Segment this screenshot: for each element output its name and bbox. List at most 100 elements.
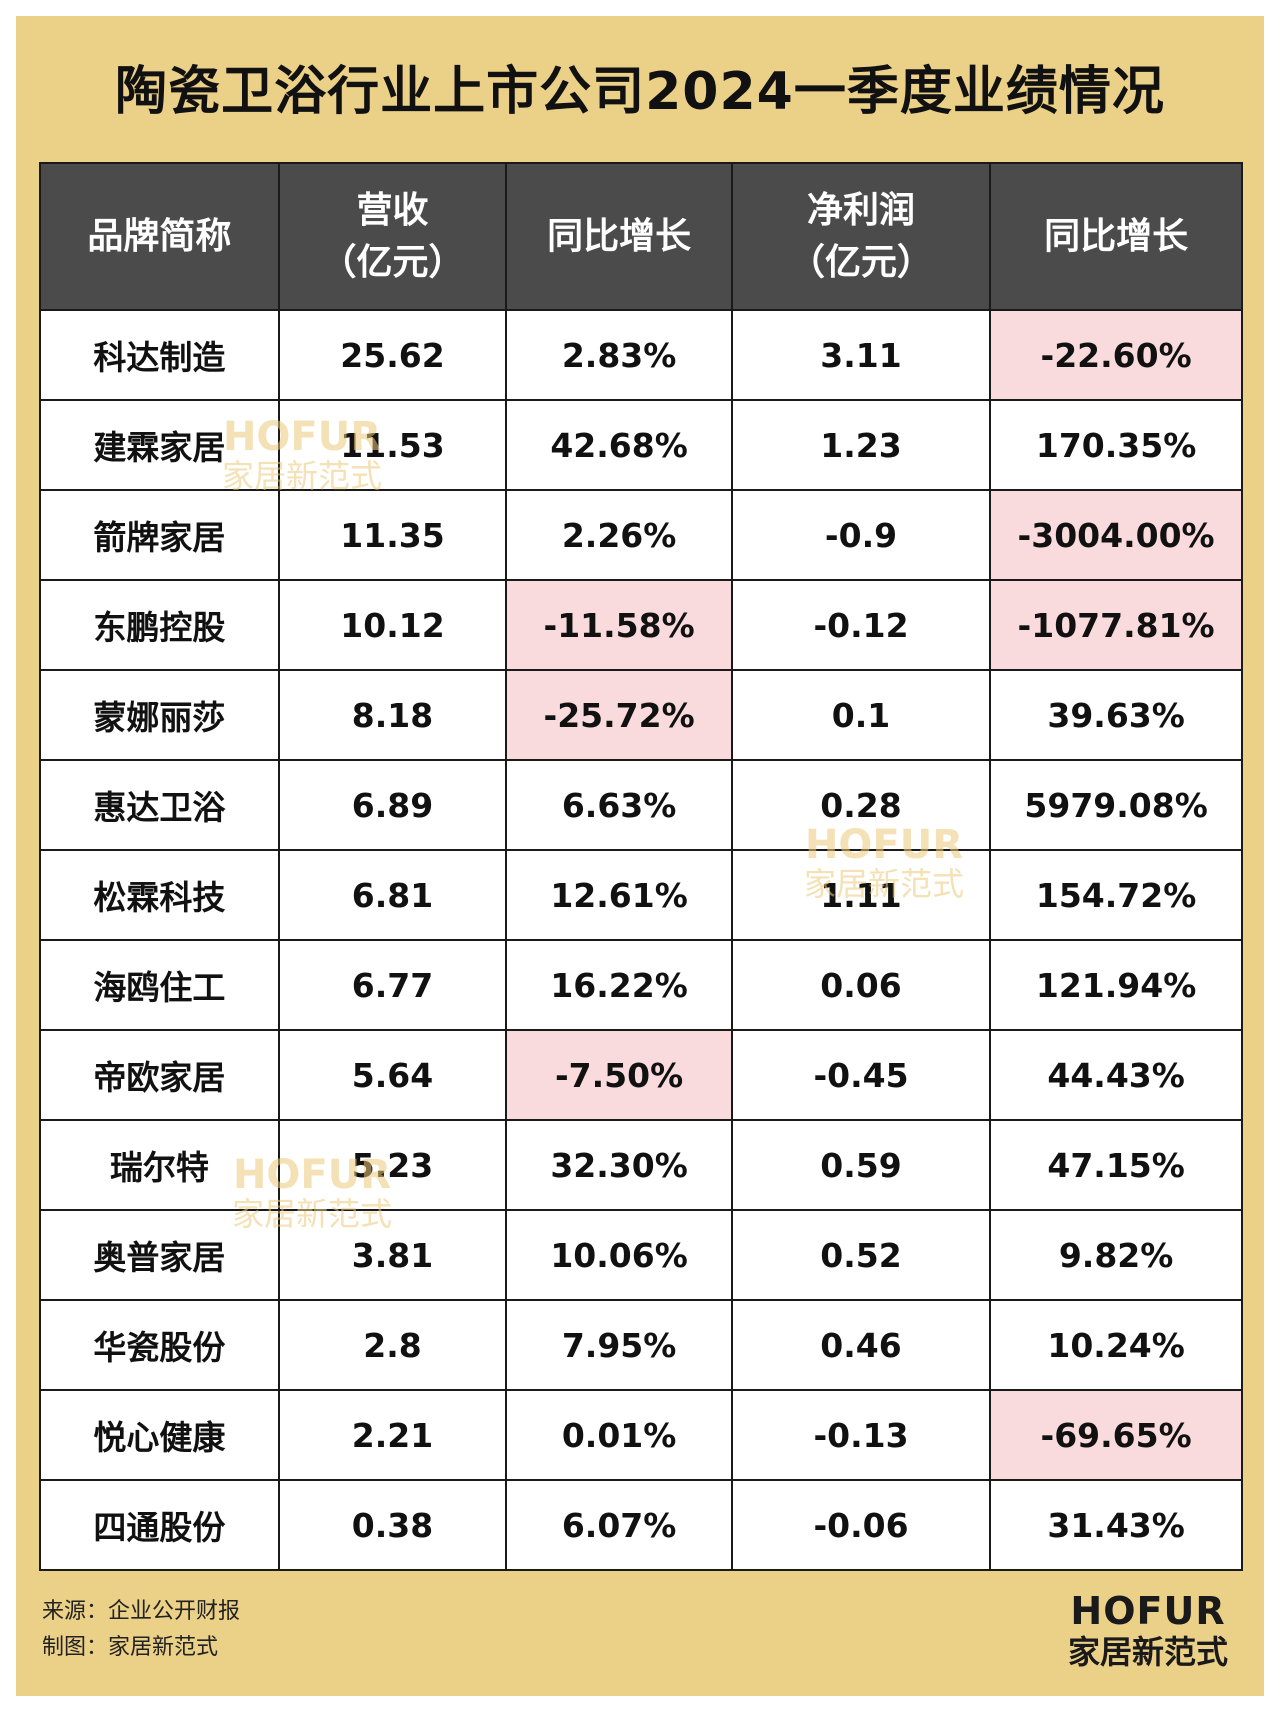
cell-net_profit: 0.06	[730, 939, 992, 1031]
cell-net_profit: 1.11	[730, 849, 992, 941]
cell-revenue_yoy: 12.61%	[505, 849, 733, 941]
cell-profit_yoy: 170.35%	[989, 399, 1243, 491]
column-header-net_profit: 净利润 （亿元）	[730, 162, 992, 311]
cell-net_profit: 0.52	[730, 1209, 992, 1301]
cell-net_profit: -0.45	[730, 1029, 992, 1121]
cell-profit_yoy: -3004.00%	[989, 489, 1243, 581]
cell-net_profit: 1.23	[730, 399, 992, 491]
cell-profit_yoy: 31.43%	[989, 1479, 1243, 1571]
cell-revenue_yoy: -11.58%	[505, 579, 733, 671]
table-body: 科达制造 25.62 2.83% 3.11 -22.60% 建霖家居 11.53 42.68%…	[39, 309, 1243, 1571]
cell-profit_yoy: 5979.08%	[989, 759, 1243, 851]
cell-revenue: 11.53	[277, 399, 508, 491]
cell-profit_yoy: 47.15%	[989, 1119, 1243, 1211]
cell-revenue_yoy: 6.07%	[505, 1479, 733, 1571]
table-row: 华瓷股份 2.8 7.95% 0.46 10.24%	[39, 1299, 1243, 1391]
cell-net_profit: -0.12	[730, 579, 992, 671]
cell-revenue: 2.8	[277, 1299, 508, 1391]
cell-net_profit: -0.9	[730, 489, 992, 581]
column-header-line: （亿元）	[320, 241, 465, 283]
maker-note: 制图：家居新范式	[42, 1635, 219, 1660]
cell-brand: 松霖科技	[39, 849, 280, 941]
cell-profit_yoy: 39.63%	[989, 669, 1243, 761]
cell-revenue: 5.23	[277, 1119, 508, 1211]
hofur-logo: HOFUR 家居新范式	[1058, 1590, 1238, 1672]
cell-brand: 瑞尔特	[39, 1119, 280, 1211]
cell-brand: 奥普家居	[39, 1209, 280, 1301]
cell-net_profit: 0.46	[730, 1299, 992, 1391]
table-row: 东鹏控股 10.12 -11.58% -0.12 -1077.81%	[39, 579, 1243, 671]
footer-notes: 来源：企业公开财报 制图：家居新范式	[42, 1594, 240, 1666]
cell-revenue: 25.62	[277, 309, 508, 401]
cell-revenue_yoy: 0.01%	[505, 1389, 733, 1481]
table-row: 瑞尔特 5.23 32.30% 0.59 47.15%	[39, 1119, 1243, 1211]
cell-brand: 帝欧家居	[39, 1029, 280, 1121]
table-row: 帝欧家居 5.64 -7.50% -0.45 44.43%	[39, 1029, 1243, 1121]
cell-revenue_yoy: 42.68%	[505, 399, 733, 491]
table-row: 奥普家居 3.81 10.06% 0.52 9.82%	[39, 1209, 1243, 1301]
column-header-revenue: 营收 （亿元）	[277, 162, 508, 311]
cell-net_profit: 0.59	[730, 1119, 992, 1211]
cell-revenue_yoy: 7.95%	[505, 1299, 733, 1391]
cell-net_profit: -0.06	[730, 1479, 992, 1571]
source-note: 来源：企业公开财报	[42, 1599, 241, 1624]
table-row: 科达制造 25.62 2.83% 3.11 -22.60%	[39, 309, 1243, 401]
cell-revenue_yoy: -7.50%	[505, 1029, 733, 1121]
table-row: 松霖科技 6.81 12.61% 1.11 154.72%	[39, 849, 1243, 941]
cell-profit_yoy: 154.72%	[989, 849, 1243, 941]
table-row: 海鸥住工 6.77 16.22% 0.06 121.94%	[39, 939, 1243, 1031]
cell-revenue_yoy: -25.72%	[505, 669, 733, 761]
column-header-line: 品牌简称	[87, 215, 232, 257]
cell-brand: 悦心健康	[39, 1389, 280, 1481]
column-header-line: 同比增长	[1044, 215, 1189, 257]
cell-brand: 箭牌家居	[39, 489, 280, 581]
infographic-card: 陶瓷卫浴行业上市公司2024一季度业绩情况 品牌简称 营收 （亿元） 同比增长 净利润 （…	[16, 16, 1264, 1696]
cell-revenue: 0.38	[277, 1479, 508, 1571]
cell-revenue: 11.35	[277, 489, 508, 581]
cell-brand: 东鹏控股	[39, 579, 280, 671]
cell-net_profit: 3.11	[730, 309, 992, 401]
cell-revenue_yoy: 10.06%	[505, 1209, 733, 1301]
cell-profit_yoy: 10.24%	[989, 1299, 1243, 1391]
cell-revenue: 6.77	[277, 939, 508, 1031]
column-header-line: 同比增长	[547, 215, 692, 257]
table-header-row: 品牌简称 营收 （亿元） 同比增长 净利润 （亿元） 同比增长	[39, 162, 1243, 311]
cell-revenue: 6.81	[277, 849, 508, 941]
column-header-profit_yoy: 同比增长	[989, 162, 1243, 311]
cell-revenue: 5.64	[277, 1029, 508, 1121]
table-row: 蒙娜丽莎 8.18 -25.72% 0.1 39.63%	[39, 669, 1243, 761]
cell-brand: 四通股份	[39, 1479, 280, 1571]
cell-revenue_yoy: 2.26%	[505, 489, 733, 581]
cell-brand: 建霖家居	[39, 399, 280, 491]
logo-en: HOFUR	[1070, 1589, 1226, 1633]
column-header-line: （亿元）	[788, 241, 933, 283]
column-header-line: 净利润	[806, 189, 915, 231]
logo-cn: 家居新范式	[1067, 1633, 1228, 1671]
table-row: 四通股份 0.38 6.07% -0.06 31.43%	[39, 1479, 1243, 1571]
column-header-line: 营收	[356, 189, 429, 231]
cell-net_profit: 0.1	[730, 669, 992, 761]
cell-brand: 海鸥住工	[39, 939, 280, 1031]
cell-revenue: 3.81	[277, 1209, 508, 1301]
cell-revenue_yoy: 6.63%	[505, 759, 733, 851]
cell-net_profit: -0.13	[730, 1389, 992, 1481]
cell-profit_yoy: 121.94%	[989, 939, 1243, 1031]
cell-profit_yoy: -22.60%	[989, 309, 1243, 401]
performance-table: 品牌简称 营收 （亿元） 同比增长 净利润 （亿元） 同比增长 科达制造 25.62 2.83%…	[39, 162, 1243, 1571]
cell-revenue: 2.21	[277, 1389, 508, 1481]
cell-revenue: 6.89	[277, 759, 508, 851]
page-title: 陶瓷卫浴行业上市公司2024一季度业绩情况	[115, 62, 1165, 122]
cell-revenue: 10.12	[277, 579, 508, 671]
table-row: 箭牌家居 11.35 2.26% -0.9 -3004.00%	[39, 489, 1243, 581]
cell-revenue: 8.18	[277, 669, 508, 761]
cell-brand: 蒙娜丽莎	[39, 669, 280, 761]
table-row: 惠达卫浴 6.89 6.63% 0.28 5979.08%	[39, 759, 1243, 851]
cell-profit_yoy: 44.43%	[989, 1029, 1243, 1121]
cell-brand: 惠达卫浴	[39, 759, 280, 851]
column-header-revenue_yoy: 同比增长	[505, 162, 733, 311]
table-row: 悦心健康 2.21 0.01% -0.13 -69.65%	[39, 1389, 1243, 1481]
cell-net_profit: 0.28	[730, 759, 992, 851]
cell-revenue_yoy: 32.30%	[505, 1119, 733, 1211]
cell-revenue_yoy: 16.22%	[505, 939, 733, 1031]
cell-profit_yoy: -69.65%	[989, 1389, 1243, 1481]
